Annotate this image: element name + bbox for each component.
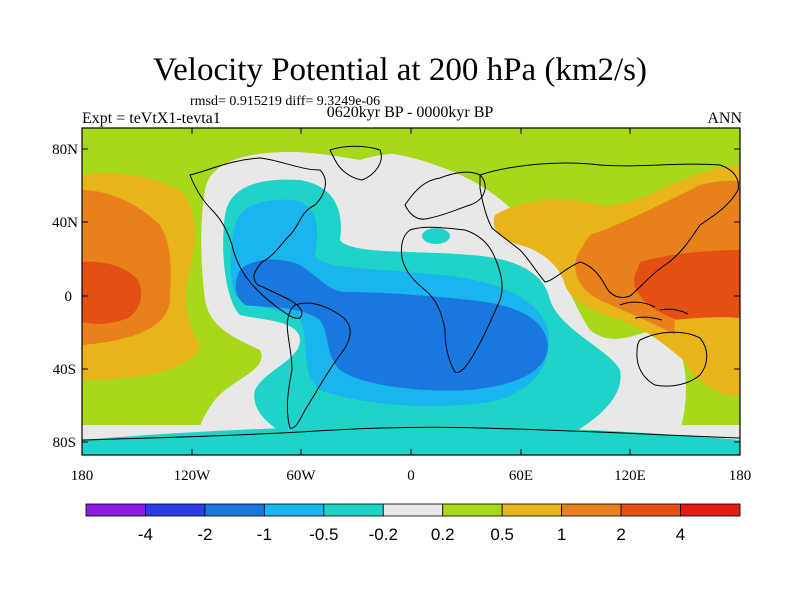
lat-label-0: 0: [65, 289, 73, 305]
colorbar-swatch: [442, 503, 503, 517]
lon-label-120e: 120E: [614, 468, 646, 484]
colorbar-label: 4: [676, 525, 685, 544]
coast-asia: [479, 162, 739, 299]
period-label: 0620kyr BP - 0000kyr BP: [326, 104, 494, 121]
colorbar-swatch: [204, 503, 265, 517]
colorbar-swatch: [263, 503, 325, 517]
lon-label-0: 0: [407, 468, 415, 484]
coast-antarctica: [82, 426, 740, 441]
colorbar-swatch: [382, 503, 444, 517]
experiment-label: Expt = teVtX1-tevta1: [82, 110, 221, 127]
colorbar-labels: -4 -2 -1 -0.5 -0.2 0.2 0.5 1 2 4: [138, 525, 685, 544]
colorbar-swatch: [501, 503, 563, 517]
coast-greenland: [329, 145, 382, 181]
lat-label-40s: 40S: [53, 362, 76, 378]
colorbar-label: 0.2: [431, 525, 455, 544]
colorbar-swatch: [323, 503, 384, 517]
lon-label-60e: 60E: [509, 468, 533, 484]
lat-labels: 80N 40N 0 40S 80S: [52, 142, 78, 451]
stats-label: rmsd= 0.915219 diff= 9.3249e-06: [190, 94, 381, 109]
season-label: ANN: [707, 110, 742, 127]
lon-label-120w: 120W: [174, 468, 212, 484]
very-pos-region-pacific-east: [82, 261, 142, 324]
coast-australia: [636, 331, 708, 387]
coast-europe: [404, 171, 486, 220]
colorbar-label: -1: [257, 525, 272, 544]
colorbar-label: -0.5: [309, 525, 338, 544]
colorbar-label: 2: [616, 525, 625, 544]
lon-tick-marks: [191, 128, 631, 455]
lat-label-40n: 40N: [52, 215, 78, 231]
colorbar-swatch: [145, 503, 206, 517]
weak-neg-mediterranean: [422, 228, 450, 244]
colorbar-swatch: [85, 503, 146, 517]
colorbar-swatch: [680, 503, 741, 517]
weak-neg-band-south: [82, 425, 740, 455]
very-neg-region: [235, 259, 548, 391]
colorbar-swatch: [561, 503, 622, 517]
lon-labels: 180 120W 60W 0 60E 120E 180: [71, 468, 752, 484]
colorbar-label: -4: [138, 525, 153, 544]
plot-title: Velocity Potential at 200 hPa (km2/s): [152, 52, 648, 88]
coast-indonesia: [619, 301, 689, 321]
colorbar: [85, 503, 741, 517]
coast-south-america: [286, 302, 351, 429]
colorbar-label: -2: [197, 525, 212, 544]
colorbar-label: 0.5: [490, 525, 514, 544]
coastlines: [82, 145, 740, 441]
coast-north-america: [189, 157, 326, 319]
colorbar-swatch: [620, 503, 681, 517]
lat-label-80s: 80S: [53, 435, 76, 451]
coast-africa: [400, 226, 503, 374]
lat-tick-marks: [82, 148, 740, 443]
lon-label-60w: 60W: [286, 468, 316, 484]
lon-label-180-left: 180: [71, 468, 94, 484]
lon-label-180-right: 180: [729, 468, 752, 484]
contour-field: [82, 128, 740, 455]
colorbar-label: 1: [557, 525, 566, 544]
lat-label-80n: 80N: [52, 142, 78, 158]
colorbar-label: -0.2: [369, 525, 398, 544]
